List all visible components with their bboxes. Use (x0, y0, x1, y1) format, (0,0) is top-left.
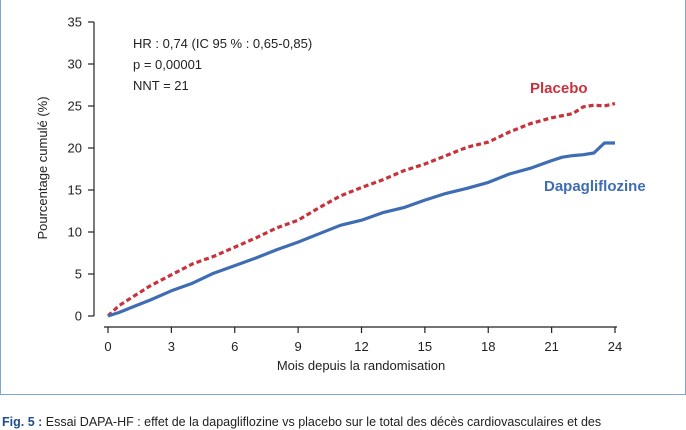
cumulative-incidence-chart: 0 5 10 15 20 25 30 35 0 3 6 9 12 15 18 21 24 Pourcentag… (35, 15, 646, 374)
y-tick-label: 30 (68, 57, 82, 72)
y-tick-label: 0 (75, 309, 82, 324)
series-lines (106, 101, 616, 318)
series-line-placebo (106, 101, 616, 318)
y-axis-label: Pourcentage cumulé (%) (35, 96, 50, 239)
annotation-p: p = 0,00001 (133, 57, 202, 72)
figure-caption: Fig. 5 : Essai DAPA-HF : effet de la dap… (2, 415, 686, 429)
y-tick-label: 25 (68, 99, 82, 114)
y-tick-label: 20 (68, 141, 82, 156)
annotation-nnt: NNT = 21 (133, 78, 189, 93)
y-tick-label: 35 (68, 15, 82, 30)
annotation-hr: HR : 0,74 (IC 95 % : 0,65-0,85) (133, 36, 312, 51)
y-tick-label: 10 (68, 225, 82, 240)
series-label-placebo: Placebo (530, 80, 588, 97)
x-tick-label: 3 (168, 339, 175, 354)
x-tick-label: 15 (418, 339, 432, 354)
series-label-dapagliflozine: Dapagliflozine (544, 178, 646, 195)
x-tick-label: 9 (295, 339, 302, 354)
y-ticks: 0 5 10 15 20 25 30 35 (68, 15, 94, 324)
y-tick-label: 5 (75, 267, 82, 282)
x-axis-label: Mois depuis la randomisation (277, 358, 445, 373)
x-ticks: 0 3 6 9 12 15 18 21 24 (104, 327, 622, 354)
x-tick-label: 24 (608, 339, 622, 354)
x-tick-label: 21 (544, 339, 558, 354)
x-tick-label: 12 (354, 339, 368, 354)
series-line-dapagliflozine (107, 141, 615, 318)
x-tick-label: 6 (231, 339, 238, 354)
x-tick-label: 0 (104, 339, 111, 354)
x-tick-label: 18 (481, 339, 495, 354)
caption-text: Essai DAPA-HF : effet de la dapagliflozi… (42, 415, 602, 429)
axes (93, 22, 617, 328)
y-tick-label: 15 (68, 183, 82, 198)
caption-figure-number: Fig. 5 : (2, 415, 43, 429)
